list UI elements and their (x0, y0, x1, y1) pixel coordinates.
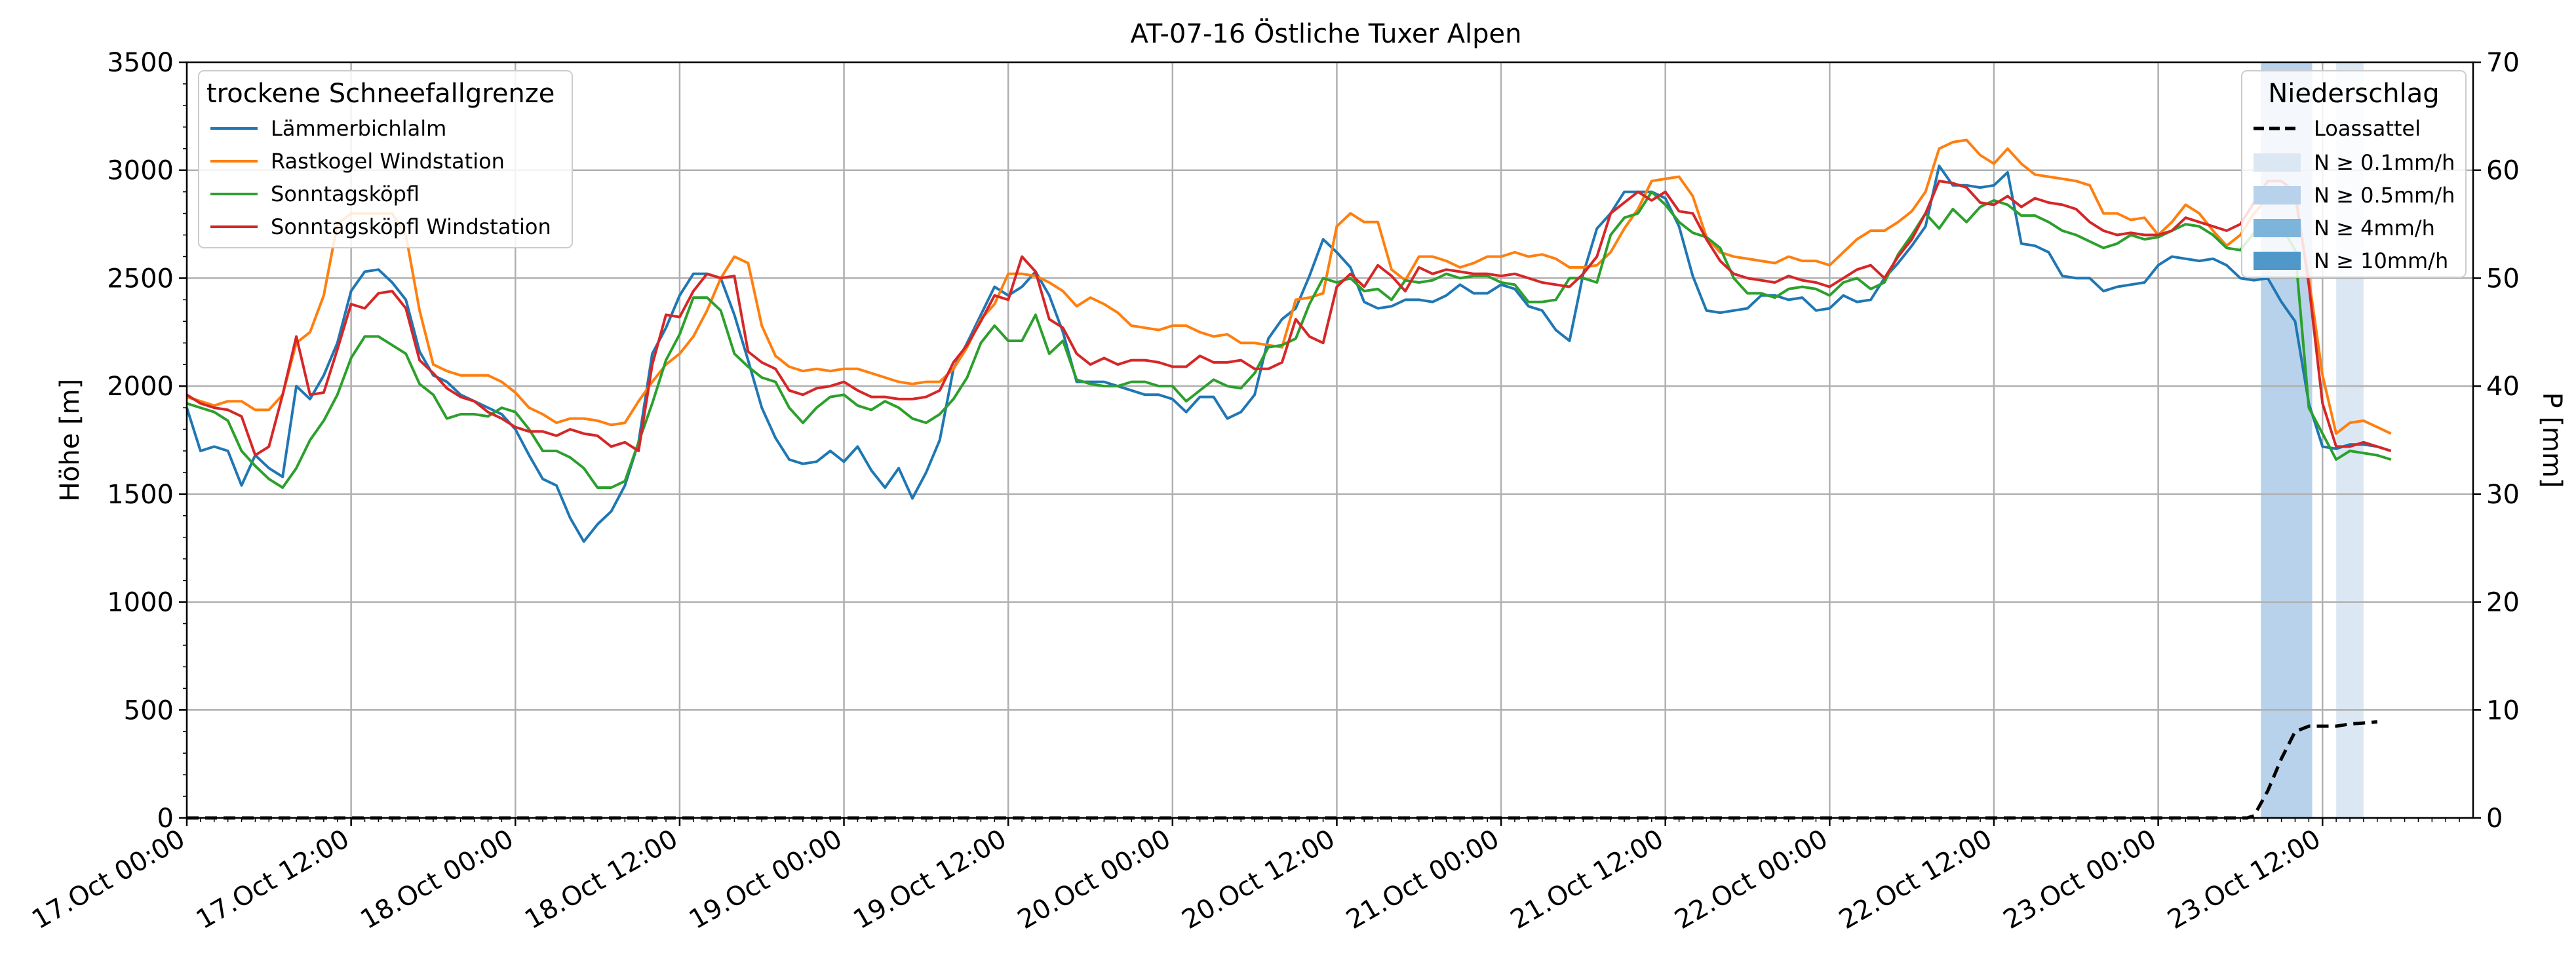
legend-precip: Niederschlag Loassattel N ≥ 0.1mm/h N ≥ 0.… (2241, 70, 2467, 278)
legend-snowline-box (198, 70, 573, 248)
legend-snowline-label: Rastkogel Windstation (271, 149, 505, 174)
plot-frame (185, 61, 2474, 819)
legend-snowline: trockene Schneefallgrenze Lämmerbichlalm… (198, 70, 573, 248)
legend-snowline-label: Lämmerbichlalm (271, 116, 446, 141)
y2-tick-label: 40 (2486, 372, 2520, 402)
legend-precip-band-label: N ≥ 10mm/h (2314, 248, 2448, 273)
y2-tick-label: 70 (2486, 48, 2520, 78)
y-tick-label: 500 (124, 695, 174, 726)
legend-precip-band-swatch (2254, 186, 2301, 204)
y-axis-label: Höhe [m] (55, 379, 85, 501)
legend-snowline-label: Sonntagsköpfl (271, 182, 420, 206)
legend-precip-band-label: N ≥ 0.1mm/h (2314, 150, 2455, 175)
y2-tick-label: 50 (2486, 263, 2520, 294)
legend-precip-band-swatch (2254, 219, 2301, 237)
legend-precip-band-swatch (2254, 153, 2301, 172)
y2-tick-label: 0 (2486, 804, 2503, 834)
legend-precip-band-label: N ≥ 0.5mm/h (2314, 183, 2455, 208)
chart-title: AT-07-16 Östliche Tuxer Alpen (1130, 18, 1521, 49)
legend-precip-title: Niederschlag (2268, 79, 2439, 109)
y2-tick-label: 10 (2486, 695, 2520, 726)
legend-snowline-title: trockene Schneefallgrenze (206, 79, 555, 109)
legend-precip-line-label: Loassattel (2314, 116, 2421, 141)
legend-snowline-label: Sonntagsköpfl Windstation (271, 214, 551, 239)
y2-tick-label: 60 (2486, 156, 2520, 186)
y-tick-label: 3000 (107, 156, 174, 186)
y2-tick-label: 30 (2486, 480, 2520, 510)
legend-precip-band-swatch (2254, 252, 2301, 270)
series-line (185, 180, 2392, 457)
y-tick-label: 0 (157, 804, 174, 834)
legend-precip-band-label: N ≥ 4mm/h (2314, 216, 2435, 241)
y-tick-label: 2000 (107, 372, 174, 402)
series-line (186, 138, 2392, 435)
series-line (185, 165, 2392, 543)
y2-tick-label: 20 (2486, 588, 2520, 618)
y-tick-label: 1000 (107, 588, 174, 618)
y-tick-label: 1500 (107, 480, 174, 510)
y-tick-label: 2500 (107, 263, 174, 294)
y-tick-label: 3500 (107, 48, 174, 78)
y2-axis-label: P [mm] (2537, 393, 2567, 488)
